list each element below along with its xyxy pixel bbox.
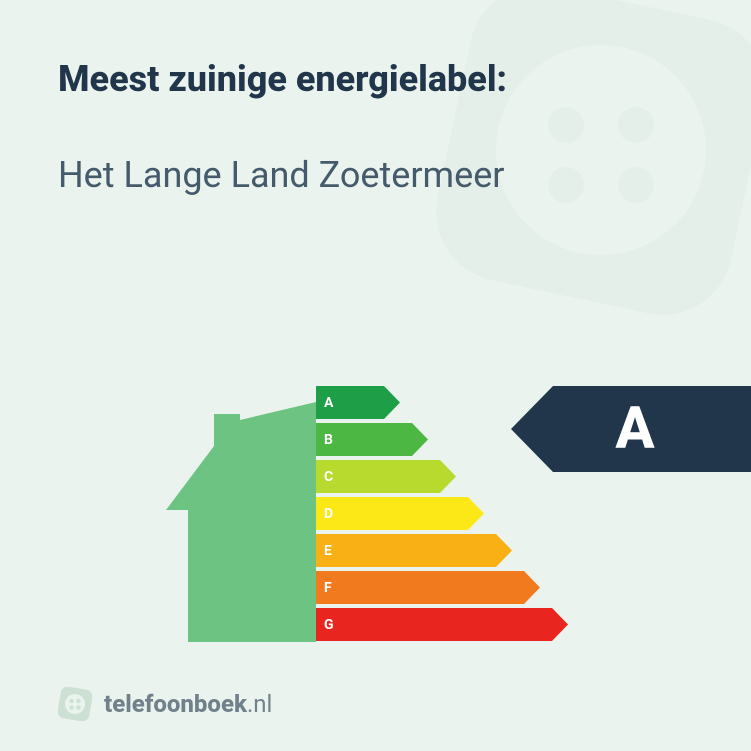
energy-bar-g: G: [316, 608, 568, 641]
footer-brand: telefoonboek.nl: [58, 687, 272, 721]
page-title: Meest zuinige energielabel:: [58, 58, 693, 100]
header-block: Meest zuinige energielabel: Het Lange La…: [0, 0, 751, 196]
energy-bar-letter: E: [324, 543, 332, 559]
rating-badge-letter: A: [535, 386, 735, 472]
footer-brand-text: telefoonboek.nl: [104, 690, 272, 718]
energy-bar-letter: D: [324, 506, 333, 522]
energy-bar-e: E: [316, 534, 568, 567]
energy-bar-f: F: [316, 571, 568, 604]
energy-bar-shape: [316, 497, 484, 530]
footer-brand-bold: telefoonboek: [104, 690, 247, 718]
energy-bar-letter: C: [324, 469, 333, 485]
energy-bar-letter: F: [324, 580, 332, 596]
energy-bar-shape: [316, 608, 568, 641]
energy-bar-letter: A: [324, 395, 333, 411]
footer-brand-light: .nl: [247, 690, 272, 718]
energy-bar-shape: [316, 571, 540, 604]
page-subtitle: Het Lange Land Zoetermeer: [58, 154, 693, 196]
house-icon: [166, 402, 316, 642]
energy-bar-shape: [316, 460, 456, 493]
energy-bar-letter: G: [324, 617, 334, 633]
energy-label-chart: A B C D E F G A: [0, 370, 751, 660]
footer-logo-icon: [58, 687, 92, 721]
energy-bar-letter: B: [324, 432, 333, 448]
energy-bar-d: D: [316, 497, 568, 530]
rating-badge: A: [511, 386, 751, 472]
energy-bar-shape: [316, 534, 512, 567]
